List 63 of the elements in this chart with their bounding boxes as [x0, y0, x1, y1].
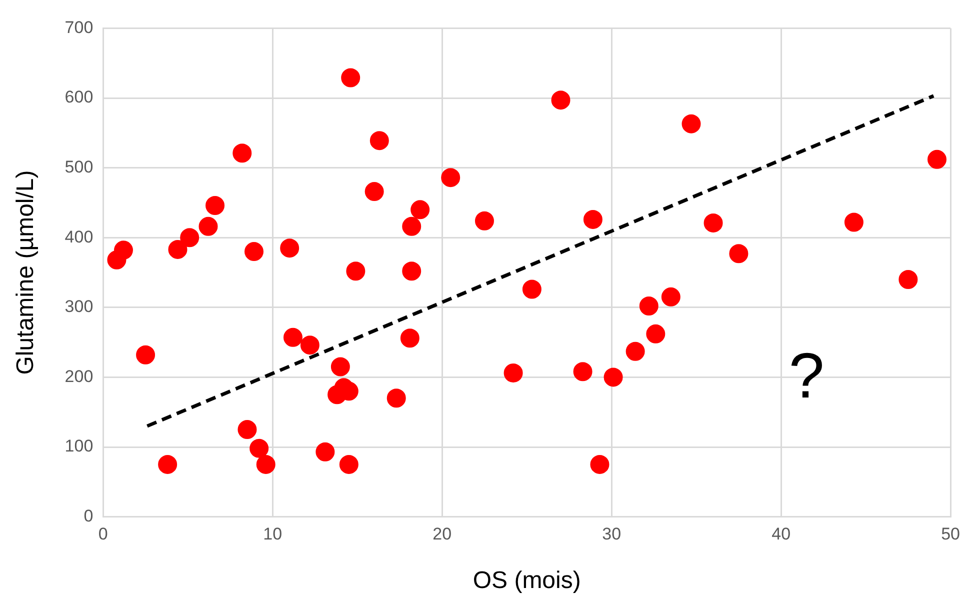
- point: [551, 90, 570, 110]
- point: [522, 280, 542, 299]
- point: [283, 328, 302, 347]
- x-tick-label: 0: [98, 524, 108, 544]
- point: [136, 345, 156, 364]
- point: [168, 240, 188, 259]
- point: [364, 182, 384, 202]
- point: [441, 168, 460, 188]
- annotation: ?: [788, 340, 824, 412]
- y-tick-label: 600: [64, 88, 94, 107]
- point: [400, 328, 420, 348]
- point: [639, 296, 658, 316]
- point: [341, 68, 360, 88]
- point: [300, 336, 320, 355]
- y-tick-label: 200: [64, 366, 94, 386]
- point: [339, 454, 358, 474]
- point: [474, 211, 494, 230]
- x-tick-label: 40: [772, 524, 791, 544]
- point: [626, 342, 645, 361]
- y-tick-label: 100: [64, 436, 94, 456]
- point: [238, 420, 257, 440]
- point: [330, 357, 350, 376]
- x-tick-label: 30: [602, 524, 622, 544]
- y-tick-label: 300: [64, 297, 94, 316]
- point: [232, 144, 252, 163]
- y-tick-label: 0: [84, 506, 94, 526]
- point: [704, 213, 723, 232]
- point: [646, 324, 666, 344]
- x-tick-label: 50: [941, 524, 960, 544]
- point: [682, 114, 701, 134]
- x-tick-label: 10: [263, 524, 282, 544]
- point: [244, 242, 264, 262]
- point: [729, 244, 748, 264]
- point: [898, 270, 918, 289]
- point: [410, 200, 430, 220]
- point: [504, 364, 523, 383]
- point: [198, 216, 218, 236]
- y-tick-label: 500: [64, 157, 94, 176]
- point: [256, 454, 276, 474]
- point: [370, 131, 389, 150]
- y-tick-label: 400: [64, 227, 94, 246]
- point: [661, 287, 680, 306]
- x-tick-label: 20: [432, 524, 452, 544]
- y-axis-title: Glutamine (µmol/L): [12, 170, 40, 375]
- point: [206, 196, 225, 215]
- x-axis-title: OS (mois): [472, 567, 581, 594]
- point: [316, 442, 335, 462]
- point: [844, 212, 864, 232]
- point: [346, 262, 366, 281]
- y-tick-label: 700: [64, 18, 94, 37]
- point: [158, 454, 178, 474]
- point: [573, 362, 592, 382]
- point: [604, 368, 623, 387]
- point: [402, 216, 422, 236]
- point: [280, 238, 300, 258]
- point: [583, 210, 602, 229]
- point: [180, 228, 200, 248]
- point: [114, 240, 133, 260]
- point: [402, 262, 422, 281]
- point: [927, 150, 946, 169]
- point: [250, 438, 269, 458]
- point: [386, 388, 406, 408]
- point: [590, 454, 610, 474]
